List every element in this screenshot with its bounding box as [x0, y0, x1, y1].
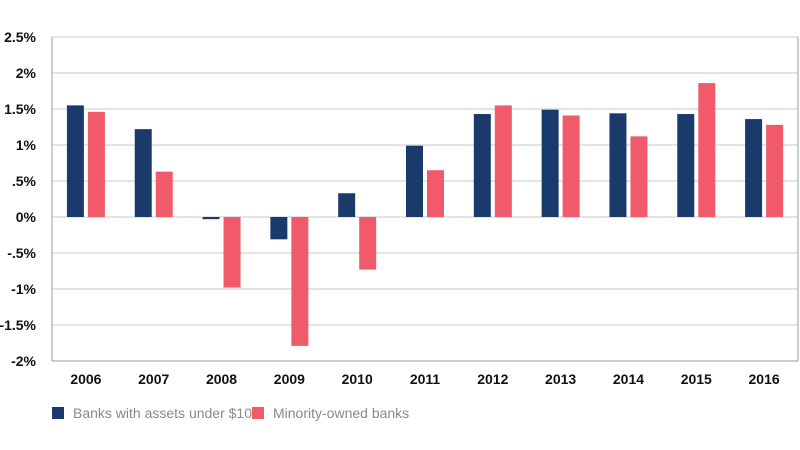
x-tick-label: 2011 — [410, 371, 441, 387]
bar-minority-owned-2009 — [291, 217, 309, 346]
x-tick-label: 2016 — [749, 371, 780, 387]
y-tick-label: 0% — [16, 209, 37, 225]
x-tick-label: 2014 — [613, 371, 644, 387]
bar-banks-under-10b-2014 — [609, 113, 627, 217]
y-tick-label: 1% — [16, 137, 37, 153]
bar-banks-under-10b-2012 — [473, 114, 491, 217]
x-axis-ticks: 2006 2007 2008 2009 2010 2011 2012 2013 2014 2015… — [70, 371, 780, 387]
bar-minority-owned-2007 — [155, 171, 173, 217]
legend-swatch — [52, 407, 64, 419]
bar-minority-owned-2014 — [630, 136, 648, 217]
y-tick-label: -1% — [11, 281, 36, 297]
bar-banks-under-10b-2010 — [338, 193, 356, 217]
bars — [66, 83, 784, 346]
y-tick-label: 1.5% — [4, 101, 36, 117]
bar-banks-under-10b-2015 — [677, 114, 695, 217]
bar-banks-under-10b-2013 — [541, 109, 559, 217]
bar-banks-under-10b-2011 — [406, 145, 423, 217]
bar-minority-owned-2013 — [562, 115, 580, 217]
bar-banks-under-10b-2007 — [134, 129, 152, 217]
bar-minority-owned-2015 — [698, 83, 716, 217]
legend-label: Minority-owned banks — [273, 405, 409, 421]
legend-swatch — [252, 407, 264, 419]
bar-minority-owned-2011 — [427, 170, 444, 217]
bar-banks-under-10b-2016 — [745, 119, 763, 217]
x-tick-label: 2006 — [70, 371, 101, 387]
x-tick-label: 2012 — [477, 371, 508, 387]
bar-minority-owned-2012 — [494, 105, 512, 217]
legend: Banks with assets under $10B Minority-own… — [52, 405, 409, 421]
grid-lines — [51, 36, 799, 362]
bar-minority-owned-2010 — [359, 217, 377, 270]
y-tick-label: 2.5% — [4, 29, 36, 45]
bar-minority-owned-2016 — [766, 124, 784, 217]
bar-minority-owned-2006 — [87, 111, 105, 217]
y-tick-label: 2% — [16, 65, 37, 81]
bar-banks-under-10b-2006 — [66, 105, 84, 217]
x-tick-label: 2015 — [681, 371, 712, 387]
bar-banks-under-10b-2008 — [202, 217, 220, 220]
bar-minority-owned-2008 — [223, 217, 241, 288]
y-tick-label: -2% — [11, 353, 36, 369]
legend-label: Banks with assets under $10B — [73, 405, 261, 421]
bar-banks-under-10b-2009 — [270, 217, 288, 240]
y-tick-label: -1.5% — [0, 317, 37, 333]
x-tick-label: 2009 — [274, 371, 305, 387]
x-tick-label: 2007 — [138, 371, 169, 387]
x-tick-label: 2013 — [545, 371, 576, 387]
x-tick-label: 2008 — [206, 371, 237, 387]
x-tick-label: 2010 — [342, 371, 373, 387]
y-tick-label: .5% — [12, 173, 37, 189]
y-tick-label: -.5% — [7, 245, 36, 261]
y-axis-ticks: 2.5% 2% 1.5% 1% .5% 0% -.5% -1% -1.5% -2% — [0, 29, 37, 369]
